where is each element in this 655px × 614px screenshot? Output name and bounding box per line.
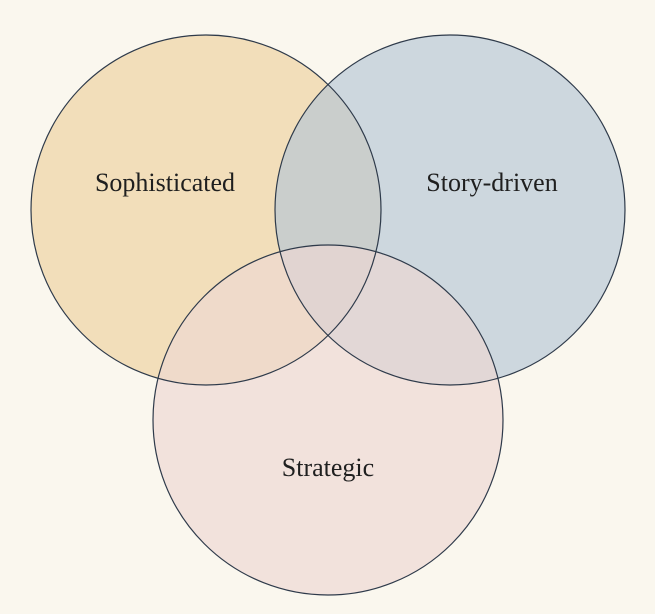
venn-label-story-driven: Story-driven <box>426 168 557 197</box>
venn-circle-strategic <box>153 245 503 595</box>
venn-label-strategic: Strategic <box>282 453 374 482</box>
venn-diagram: Sophisticated Story-driven Strategic <box>0 0 655 614</box>
venn-label-sophisticated: Sophisticated <box>95 168 235 197</box>
